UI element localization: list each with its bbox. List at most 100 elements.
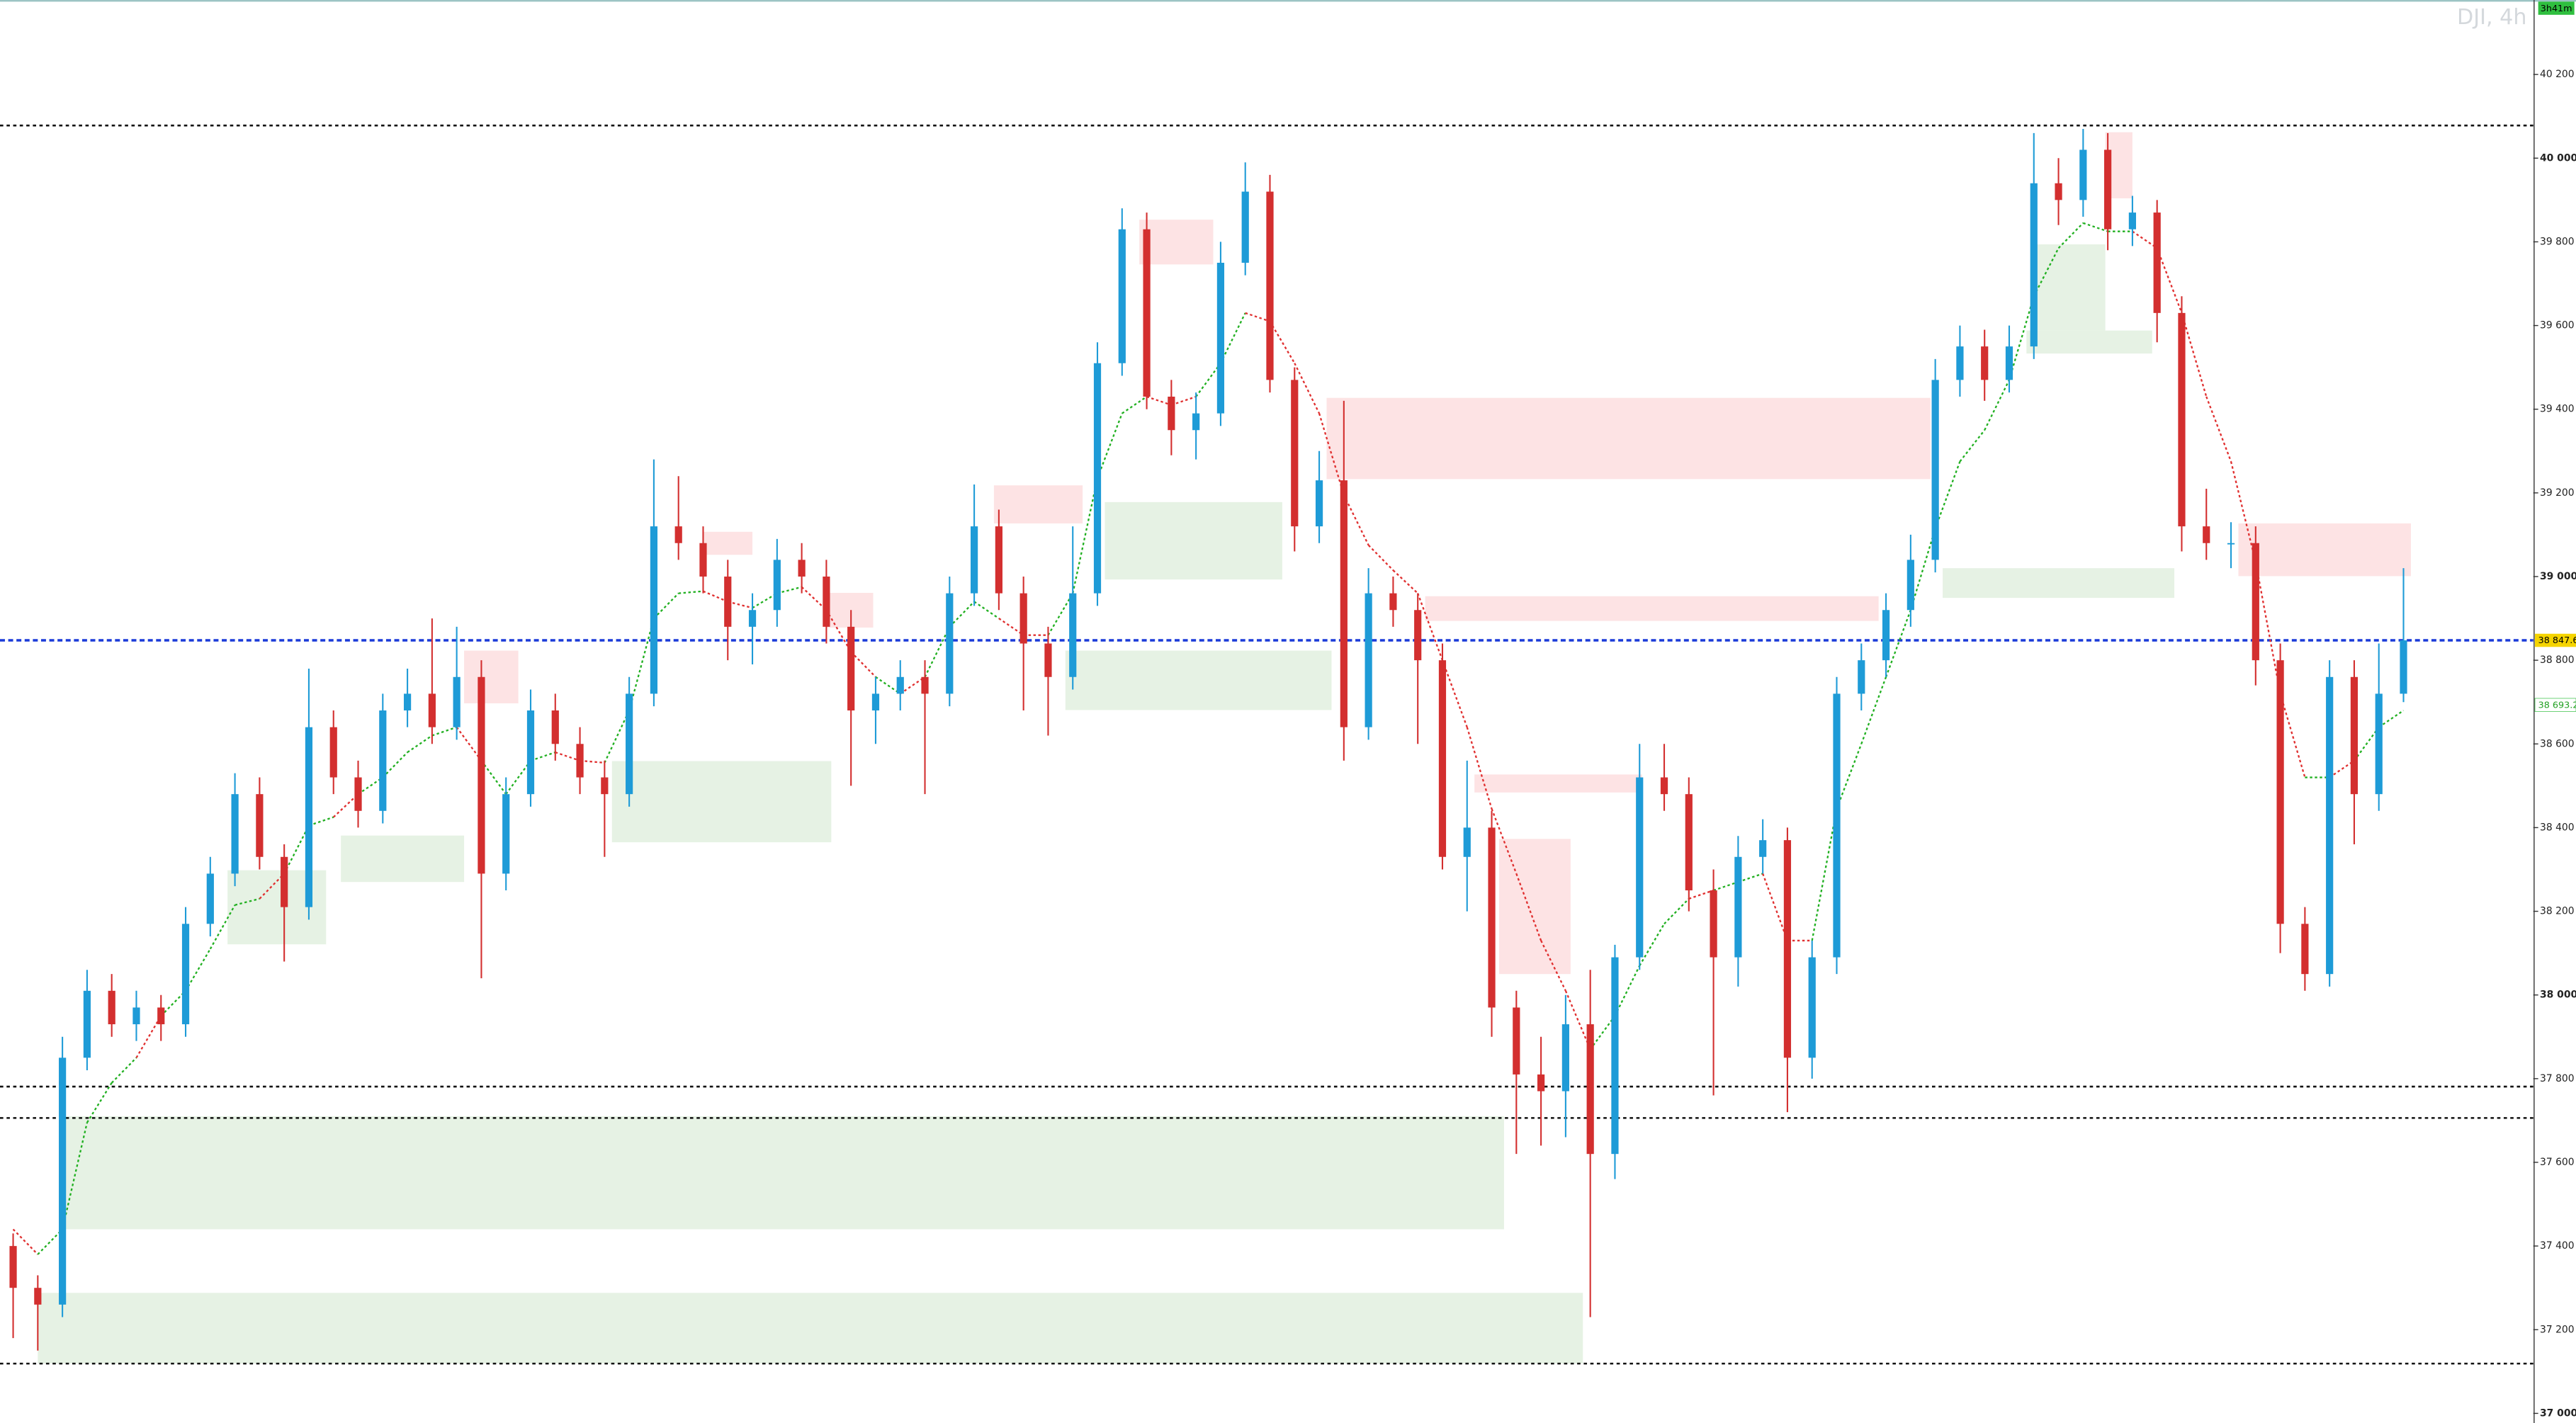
candle-body (1463, 827, 1471, 857)
zone (2031, 244, 2106, 331)
candle-body (823, 576, 830, 627)
candle-body (896, 676, 904, 694)
candle-body (1808, 957, 1816, 1058)
zone (1326, 397, 1931, 480)
candle-body (1636, 777, 1644, 958)
candle-body (1118, 229, 1126, 363)
ma-segment (2057, 222, 2084, 249)
y-tick-label: 38 000 (2540, 990, 2576, 1001)
candle-body (2153, 212, 2161, 313)
y-tick-label: 37 600 (2540, 1157, 2575, 1168)
y-tick-label: 37 800 (2540, 1073, 2575, 1084)
candle-body (83, 990, 91, 1058)
ma-segment (998, 618, 1024, 636)
candle-body (329, 727, 337, 778)
zone (1139, 220, 1214, 265)
ma-segment (1441, 659, 1468, 728)
candle-body (478, 676, 485, 874)
ma-segment (2132, 230, 2158, 249)
ma-segment (1195, 363, 1221, 397)
candle-body (1019, 593, 1027, 644)
candle-body (256, 794, 264, 857)
ma-segment (875, 676, 901, 695)
candle-body (1858, 660, 1865, 694)
candle-body (674, 526, 682, 543)
candle-body (1759, 840, 1767, 857)
ma-segment (924, 626, 951, 678)
candles (9, 128, 2407, 1351)
ma-segment (407, 735, 433, 754)
candle-body (1586, 1024, 1594, 1155)
candle-body (453, 676, 461, 727)
ma-segment (2354, 726, 2380, 761)
ma-segment (530, 751, 556, 762)
candle-body (2079, 149, 2087, 200)
candle-body (946, 593, 954, 694)
y-tick-label: 38 200 (2540, 906, 2575, 917)
moving-average (12, 222, 2405, 1255)
ma-segment (1762, 873, 1789, 941)
zone (993, 485, 1083, 523)
candle-body (305, 727, 313, 907)
candle-body (1660, 777, 1668, 795)
ma-segment (456, 726, 482, 761)
ma-segment (1170, 395, 1197, 406)
candle-body (1513, 1007, 1520, 1075)
candle-body (1241, 191, 1249, 263)
candle-body (2178, 312, 2186, 527)
candle-body (526, 710, 535, 795)
ma-segment (185, 948, 211, 992)
candle-body (157, 1007, 165, 1025)
zone (1065, 650, 1332, 710)
ma-segment (111, 1057, 137, 1084)
zone (703, 531, 753, 555)
zone (38, 1293, 1583, 1364)
candle-body (699, 543, 707, 577)
candle-body (1192, 413, 1200, 431)
ma-segment (1318, 413, 1345, 496)
ma-segment (2205, 396, 2232, 462)
candle-body (1931, 380, 1939, 560)
candle-body (1882, 610, 1890, 661)
candle-body (1488, 827, 1496, 1008)
candle-body (1414, 610, 1422, 661)
candle-body (2326, 676, 2334, 975)
ma-segment (1860, 676, 1887, 744)
candle-body (181, 924, 190, 1025)
candle-body (502, 794, 510, 874)
zone (341, 835, 465, 883)
ma-segment (12, 1228, 39, 1255)
ma-segment (61, 1122, 89, 1230)
zone (2026, 330, 2152, 354)
candle-body (231, 794, 239, 874)
candle-body (1537, 1074, 1545, 1092)
candle-body (724, 576, 732, 627)
candle-body (1833, 693, 1841, 958)
y-tick-label: 39 800 (2540, 236, 2575, 247)
ma-segment (2230, 461, 2256, 562)
candle-body (601, 777, 609, 795)
ma-segment (1663, 898, 1690, 925)
candle-body (2128, 212, 2137, 229)
candle-body (403, 693, 412, 711)
candle-body (2400, 640, 2407, 694)
candle-body (871, 693, 880, 711)
y-tick-label: 39 600 (2540, 320, 2575, 331)
ma-segment (37, 1228, 63, 1255)
ma-segment (259, 873, 285, 900)
zone (826, 593, 874, 628)
ma-segment (2082, 222, 2108, 232)
zone (1498, 839, 1571, 975)
ma-segment (505, 760, 531, 795)
candle-body (59, 1058, 67, 1305)
y-tick-label: 39 400 (2540, 404, 2575, 415)
ma-segment (1392, 569, 1418, 594)
price-axis: 40 200 40 000 39 800 39 600 39 400 39 200 39 0… (2533, 69, 2576, 1419)
ma-segment (1885, 609, 1911, 678)
ma-segment (801, 586, 827, 611)
candle-body (1710, 890, 1717, 958)
candle-body (1291, 380, 1299, 527)
candle-body (1315, 480, 1323, 527)
ma-segment (2033, 247, 2060, 297)
ma-segment (825, 609, 852, 652)
